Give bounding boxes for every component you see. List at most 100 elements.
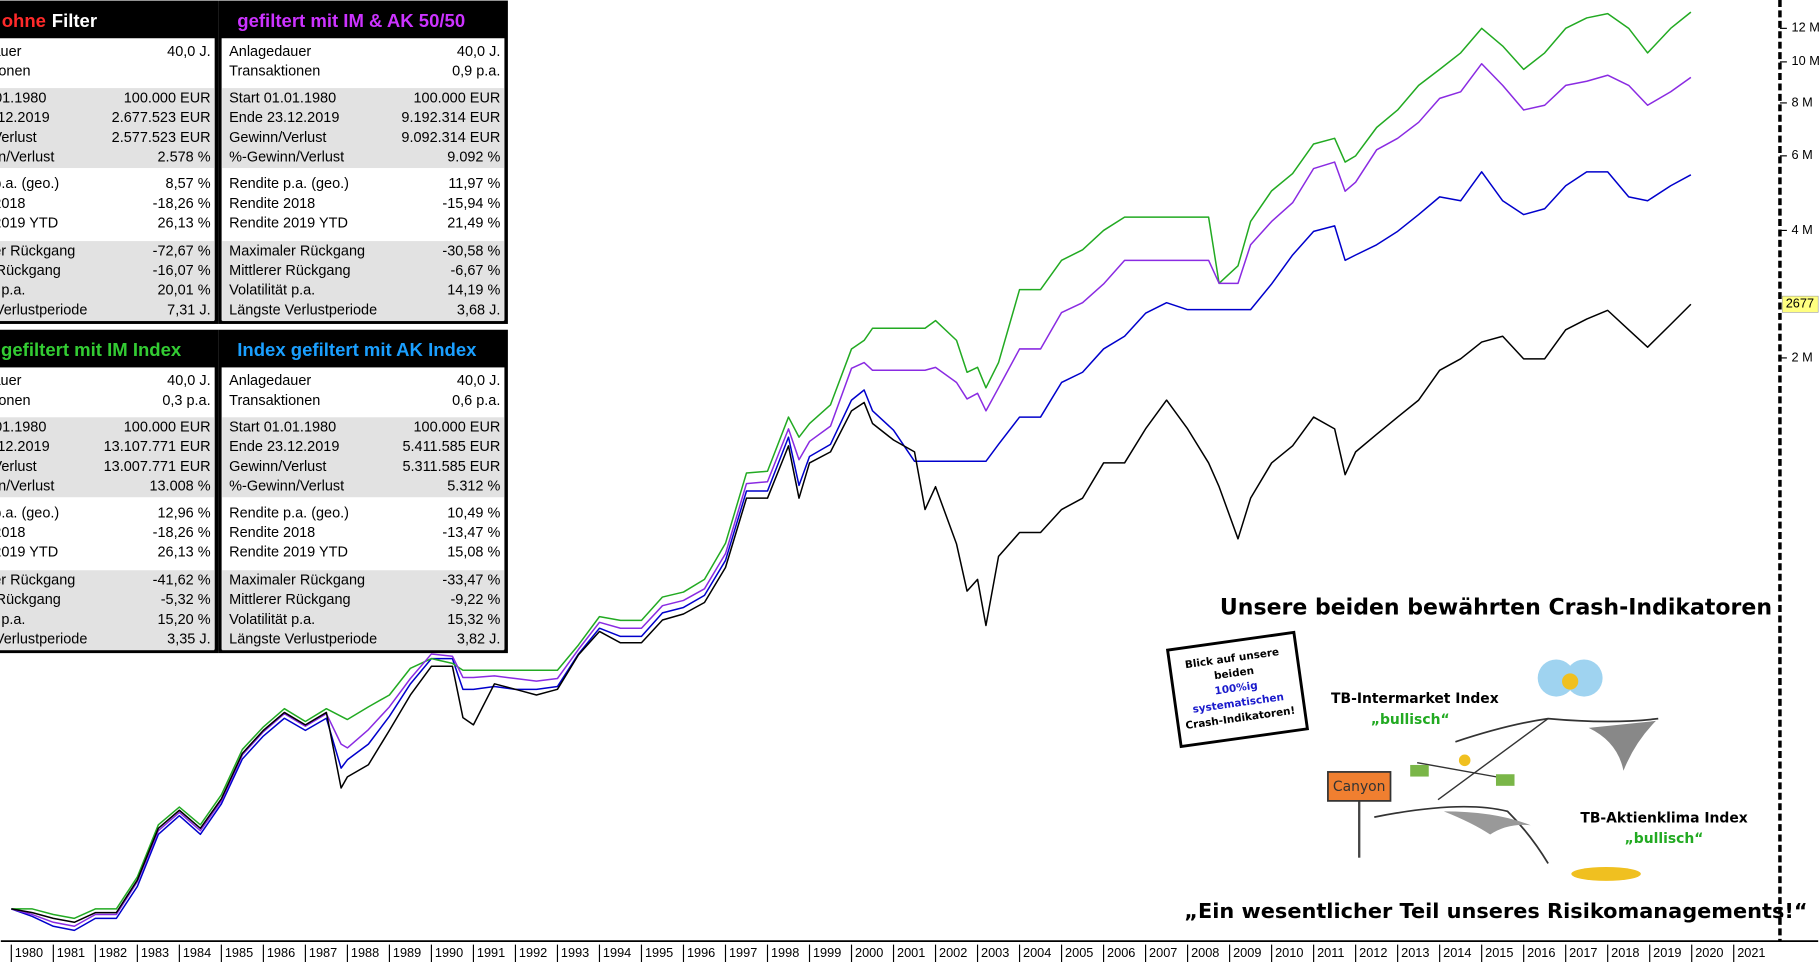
x-tick-label: 1994: [603, 945, 631, 960]
row-value: 2.578 %: [158, 149, 211, 165]
row-value: 13.007.771 EUR: [104, 459, 211, 475]
x-tick-label: 2004: [1023, 945, 1051, 960]
row-value: -41,62 %: [153, 573, 211, 589]
row-value: -13,47 %: [442, 525, 500, 541]
row-label: Start 01.01.1980: [229, 90, 336, 106]
row-value: 40,0 J.: [457, 373, 500, 389]
balance-beam: [1417, 761, 1508, 780]
row-value: -16,07 %: [153, 263, 211, 279]
x-tick-label: 1999: [813, 945, 841, 960]
canyon-rock: [1588, 720, 1656, 771]
x-tick-label: 2009: [1233, 945, 1261, 960]
row-value: 12,96 %: [158, 505, 211, 521]
row-value: 15,32 %: [447, 612, 500, 628]
sign: [1327, 771, 1392, 802]
y-tick-label: 10 M: [1792, 53, 1819, 68]
x-tick-label: 2001: [897, 945, 925, 960]
row-value: 26,13 %: [158, 545, 211, 561]
figure: [1562, 673, 1579, 690]
row-value: 15,20 %: [158, 612, 211, 628]
row-label: Mittlerer Rückgang: [229, 592, 350, 608]
row-value: 3,35 J.: [167, 632, 210, 648]
row-value: 20,01 %: [158, 283, 211, 299]
row-label: Volatilität p.a.: [0, 612, 25, 628]
row-value: 0,9 p.a.: [452, 64, 500, 80]
row-value: 5.312 %: [447, 479, 500, 495]
row-label: Maximaler Rückgang: [229, 573, 365, 589]
row-label: Mittlerer Rückgang: [229, 263, 350, 279]
row-value: 40,0 J.: [457, 44, 500, 60]
x-tick-label: 1983: [141, 945, 169, 960]
row-value: 0,3 p.a.: [162, 393, 210, 409]
info-quote: „Ein wesentlicher Teil unseres Risikoman…: [1184, 899, 1807, 923]
row-label: Rendite 2018: [229, 196, 315, 212]
row-value: 11,97 %: [448, 176, 500, 192]
x-axis-strip: [0, 941, 1819, 962]
row-value: 8,57 %: [166, 176, 211, 192]
x-tick-label: 2015: [1485, 945, 1513, 960]
end-label-box: [1781, 295, 1819, 313]
row-label: Mittlerer Rückgang: [0, 263, 61, 279]
row-value: 100.000 EUR: [413, 420, 500, 436]
table-title: Index gefiltert mit AK Index: [237, 339, 477, 360]
row-label: Start 01.01.1980: [0, 420, 46, 436]
canyon-edge: [1374, 717, 1659, 864]
row-label: Volatilität p.a.: [229, 612, 315, 628]
row-label: Ende 23.12.2019: [229, 110, 339, 126]
row-label: Maximaler Rückgang: [0, 573, 75, 589]
x-tick-label: 1996: [687, 945, 715, 960]
row-value: 2.677.523 EUR: [112, 110, 211, 126]
row-label: %-Gewinn/Verlust: [229, 149, 344, 165]
x-tick-label: 2007: [1149, 945, 1177, 960]
row-value: 100.000 EUR: [124, 420, 211, 436]
x-tick-label: 2003: [981, 945, 1009, 960]
stats-tables: Anlagedauer 40,0 J. Transaktionen Start 01.…: [0, 0, 508, 654]
x-tick-label: 2021: [1737, 945, 1765, 960]
row-label: Längste Verlustperiode: [229, 302, 377, 318]
row-label: %-Gewinn/Verlust: [0, 479, 54, 495]
row-value: -9,22 %: [450, 592, 500, 608]
table-header: [0, 2, 217, 39]
row-value: 5.311.585 EUR: [402, 459, 500, 475]
row-group-bg: [222, 88, 504, 169]
row-label: Gewinn/Verlust: [229, 130, 326, 146]
row-label: Mittlerer Rückgang: [0, 592, 61, 608]
row-group-bg: [0, 241, 215, 322]
note: Blick auf unsere beiden 100%ig systemati…: [1165, 630, 1310, 749]
row-label: Rendite 2018: [0, 525, 25, 541]
x-tick-label: 1988: [351, 945, 379, 960]
x-tick-label: 1991: [477, 945, 505, 960]
table-header: [0, 331, 217, 368]
x-tick-label: 1985: [225, 945, 253, 960]
row-label: Anlagedauer: [229, 373, 311, 389]
row-value: 14,19 %: [447, 283, 500, 299]
x-tick-label: 2014: [1443, 945, 1471, 960]
x-tick-label: 2011: [1317, 945, 1344, 960]
row-value: -5,32 %: [161, 592, 211, 608]
row-label: Rendite p.a. (geo.): [0, 176, 59, 192]
end-label: 2677: [1786, 296, 1814, 311]
x-tick-label: 1990: [435, 945, 463, 960]
x-tick-label: 2016: [1527, 945, 1555, 960]
row-label: Längste Verlustperiode: [0, 632, 87, 648]
series-line: [11, 303, 1692, 924]
x-tick-label: 1995: [645, 945, 673, 960]
sand: [1571, 866, 1641, 881]
row-label: Rendite p.a. (geo.): [229, 176, 349, 192]
row-label: Rendite p.a. (geo.): [229, 505, 349, 521]
row-label: Maximaler Rückgang: [229, 243, 365, 259]
x-tick-label: 2002: [939, 945, 967, 960]
row-label: Volatilität p.a.: [229, 283, 315, 299]
row-value: 100.000 EUR: [413, 90, 500, 106]
row-label: Ende 23.12.2019: [229, 439, 339, 455]
table-title: gefiltert mit IM & AK 50/50: [237, 10, 465, 31]
row-label: Rendite 2018: [0, 196, 25, 212]
row-value: 15,08 %: [447, 545, 500, 561]
row-label: Rendite 2019 YTD: [0, 545, 58, 561]
row-value: 9.092.314 EUR: [401, 130, 500, 146]
x-tick-label: 1992: [519, 945, 547, 960]
row-label: Gewinn/Verlust: [0, 459, 37, 475]
row-value: -33,47 %: [442, 573, 500, 589]
row-value: -72,67 %: [153, 243, 211, 259]
